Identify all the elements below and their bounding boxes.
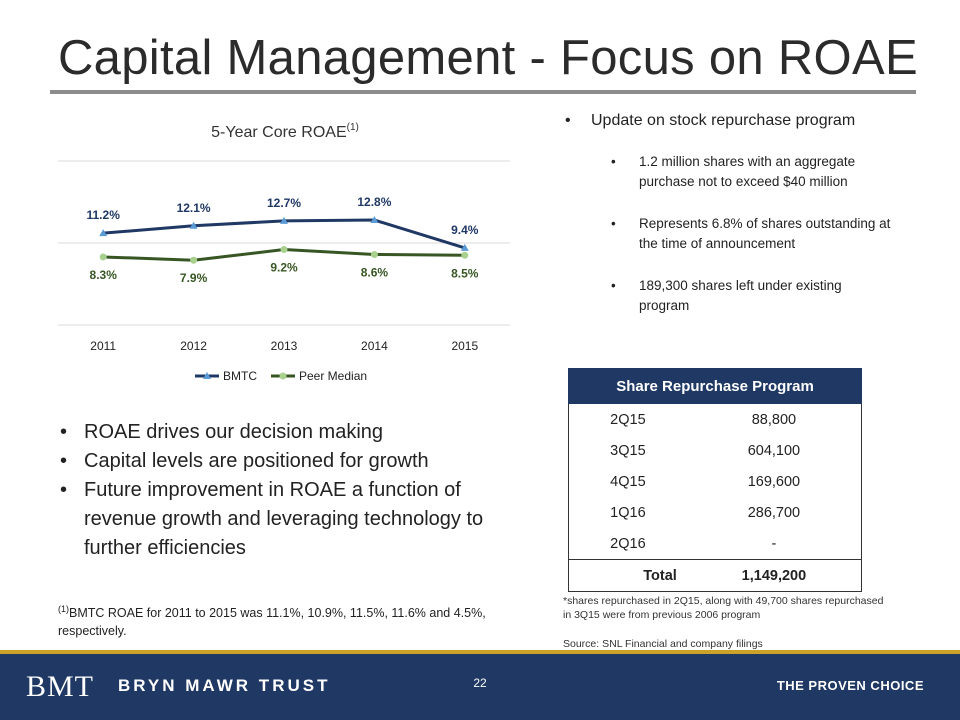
repurchase-update-item: 189,300 shares left under existing progr… [563, 276, 893, 316]
footer-tagline: THE PROVEN CHOICE [776, 678, 924, 693]
legend-label: Peer Median [299, 369, 367, 383]
footer-accent-rule [0, 650, 960, 654]
data-label: 9.2% [270, 261, 298, 275]
chart-legend: BMTC Peer Median [195, 369, 367, 383]
table-row: 2Q16- [567, 528, 862, 560]
x-tick-label: 2015 [451, 339, 478, 353]
legend-item: BMTC [195, 369, 257, 383]
roae-line-chart: 5-Year Core ROAE(1) 11.2% 12.1% 12.7% 12.8%… [58, 122, 510, 383]
data-point [280, 216, 288, 224]
shares-cell: 286,700 [686, 497, 862, 528]
shares-cell: 169,600 [686, 466, 862, 497]
data-label: 8.6% [361, 265, 389, 279]
data-label: 7.9% [180, 271, 208, 285]
data-label: 12.8% [357, 195, 391, 209]
shares-cell: 604,100 [686, 435, 862, 466]
bmt-logo-mark: BMT [26, 670, 95, 703]
data-label: 12.7% [267, 196, 301, 210]
legend-label: BMTC [223, 369, 257, 383]
chart-data-labels: 11.2% 12.1% 12.7% 12.8% 9.4% 8.3% 7.9% 9.2% 8.6%… [87, 195, 479, 285]
total-value: 1,149,200 [686, 559, 862, 592]
total-label: Total [567, 559, 687, 592]
data-point [189, 221, 198, 229]
data-point [280, 246, 288, 254]
data-point [99, 229, 108, 237]
legend-marker [279, 372, 287, 380]
chart-gridlines [58, 160, 510, 326]
key-points-list: ROAE drives our decision making Capital … [58, 418, 518, 563]
key-point: ROAE drives our decision making [58, 418, 518, 447]
share-repurchase-table: Share Repurchase Program 2Q15 88,800 3Q15… [567, 368, 862, 592]
page-title: Capital Management - Focus on ROAE [58, 31, 918, 85]
key-point: Capital levels are positioned for growth [58, 447, 518, 476]
repurchase-update-item: Represents 6.8% of shares outstanding at… [563, 214, 893, 254]
data-label: 11.2% [87, 208, 121, 222]
shares-cell: - [686, 528, 862, 560]
shares-cell: 88,800 [686, 403, 862, 435]
data-point [370, 250, 378, 258]
data-label: 8.3% [90, 268, 118, 282]
roae-footnote: (1)BMTC ROAE for 2011 to 2015 was 11.1%,… [58, 600, 498, 640]
legend-item: Peer Median [271, 369, 367, 383]
x-tick-label: 2013 [271, 339, 298, 353]
footnote-text: BMTC ROAE for 2011 to 2015 was 11.1%, 10… [58, 606, 486, 639]
footer-bar: BMT BRYN MAWR TRUST 22 THE PROVEN CHOICE [0, 650, 960, 720]
table-row: 1Q16 286,700 [567, 497, 862, 528]
chart-series [99, 216, 469, 264]
chart-title: 5-Year Core ROAE(1) [211, 122, 359, 141]
data-point [99, 253, 107, 261]
x-tick-label: 2014 [361, 339, 388, 353]
period-cell: 2Q16 [567, 528, 687, 560]
chart-x-axis: 2011 2012 2013 2014 2015 [90, 339, 478, 353]
repurchase-update-heading: Update on stock repurchase program [563, 110, 893, 132]
data-label: 9.4% [451, 223, 479, 237]
x-tick-label: 2012 [180, 339, 207, 353]
table-total-row: Total 1,149,200 [567, 559, 862, 592]
footnote-marker: (1) [58, 604, 69, 614]
data-label: 8.5% [451, 266, 479, 280]
page-number: 22 [473, 676, 487, 690]
source-note: Source: SNL Financial and company filing… [563, 638, 763, 650]
data-point [190, 256, 198, 264]
table-row: 4Q15 169,600 [567, 466, 862, 497]
table-header: Share Repurchase Program [568, 368, 862, 404]
table-note: *shares repurchased in 2Q15, along with … [563, 595, 884, 621]
period-cell: 3Q15 [567, 435, 687, 466]
period-cell: 2Q15 [567, 403, 687, 435]
series-line-0 [103, 218, 466, 250]
title-divider [50, 90, 916, 94]
data-point [460, 243, 469, 251]
period-cell: 1Q16 [567, 497, 687, 528]
repurchase-update-list: Update on stock repurchase program 1.2 m… [563, 110, 893, 316]
data-point [461, 251, 469, 259]
table-row: 3Q15 604,100 [567, 435, 862, 466]
x-tick-label: 2011 [90, 339, 116, 353]
data-label: 12.1% [177, 201, 211, 215]
legend-marker [203, 372, 211, 379]
period-cell: 4Q15 [567, 466, 687, 497]
data-point [370, 216, 379, 224]
table-row: 2Q15 88,800 [567, 403, 862, 435]
bmt-logo-wordmark: BRYN MAWR TRUST [118, 676, 331, 695]
key-point: Future improvement in ROAE a function of… [58, 476, 518, 563]
repurchase-update-item: 1.2 million shares with an aggregate pur… [563, 152, 893, 192]
